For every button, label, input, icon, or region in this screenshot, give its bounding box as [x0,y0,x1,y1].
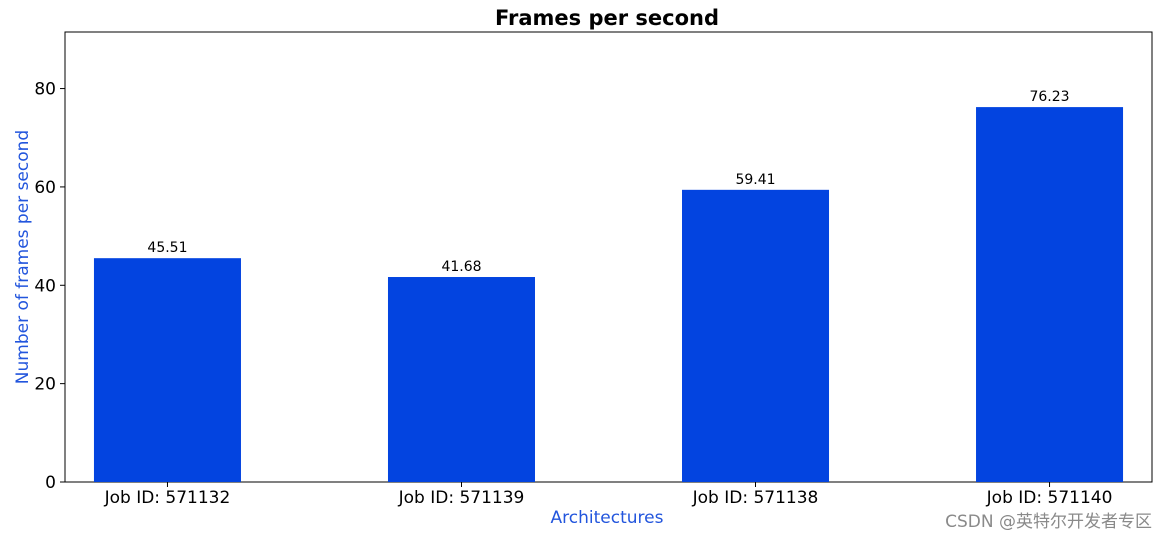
bar [93,258,241,482]
y-tick-label: 80 [34,80,56,100]
y-axis-label: Number of frames per second [13,130,33,384]
x-axis: Job ID: 571132 Job ID: 571139 Job ID: 5711… [104,482,1113,508]
x-tick-label: Job ID: 571140 [986,488,1113,508]
data-label: 76.23 [1029,89,1069,105]
x-tick-label: Job ID: 571132 [104,488,231,508]
plot-frame [64,31,1153,483]
y-tick-label: 60 [34,178,56,198]
x-axis-label: Architectures [551,508,664,528]
chart-title: Frames per second [495,6,719,30]
y-tick-label: 0 [45,473,56,493]
x-tick-label: Job ID: 571138 [692,488,819,508]
y-tick-label: 20 [34,375,56,395]
bars: 45.51 41.68 59.41 76.23 [93,89,1124,482]
x-tick-label: Job ID: 571139 [398,488,525,508]
y-axis: 0 20 40 60 80 [34,80,65,493]
data-label: 41.68 [441,259,481,275]
data-label: 45.51 [147,240,187,256]
bar [976,107,1124,482]
watermark: CSDN @英特尔开发者专区 [945,512,1152,532]
data-label: 59.41 [735,172,775,188]
bar [682,189,830,482]
y-tick-label: 40 [34,276,56,296]
bar [387,277,535,482]
